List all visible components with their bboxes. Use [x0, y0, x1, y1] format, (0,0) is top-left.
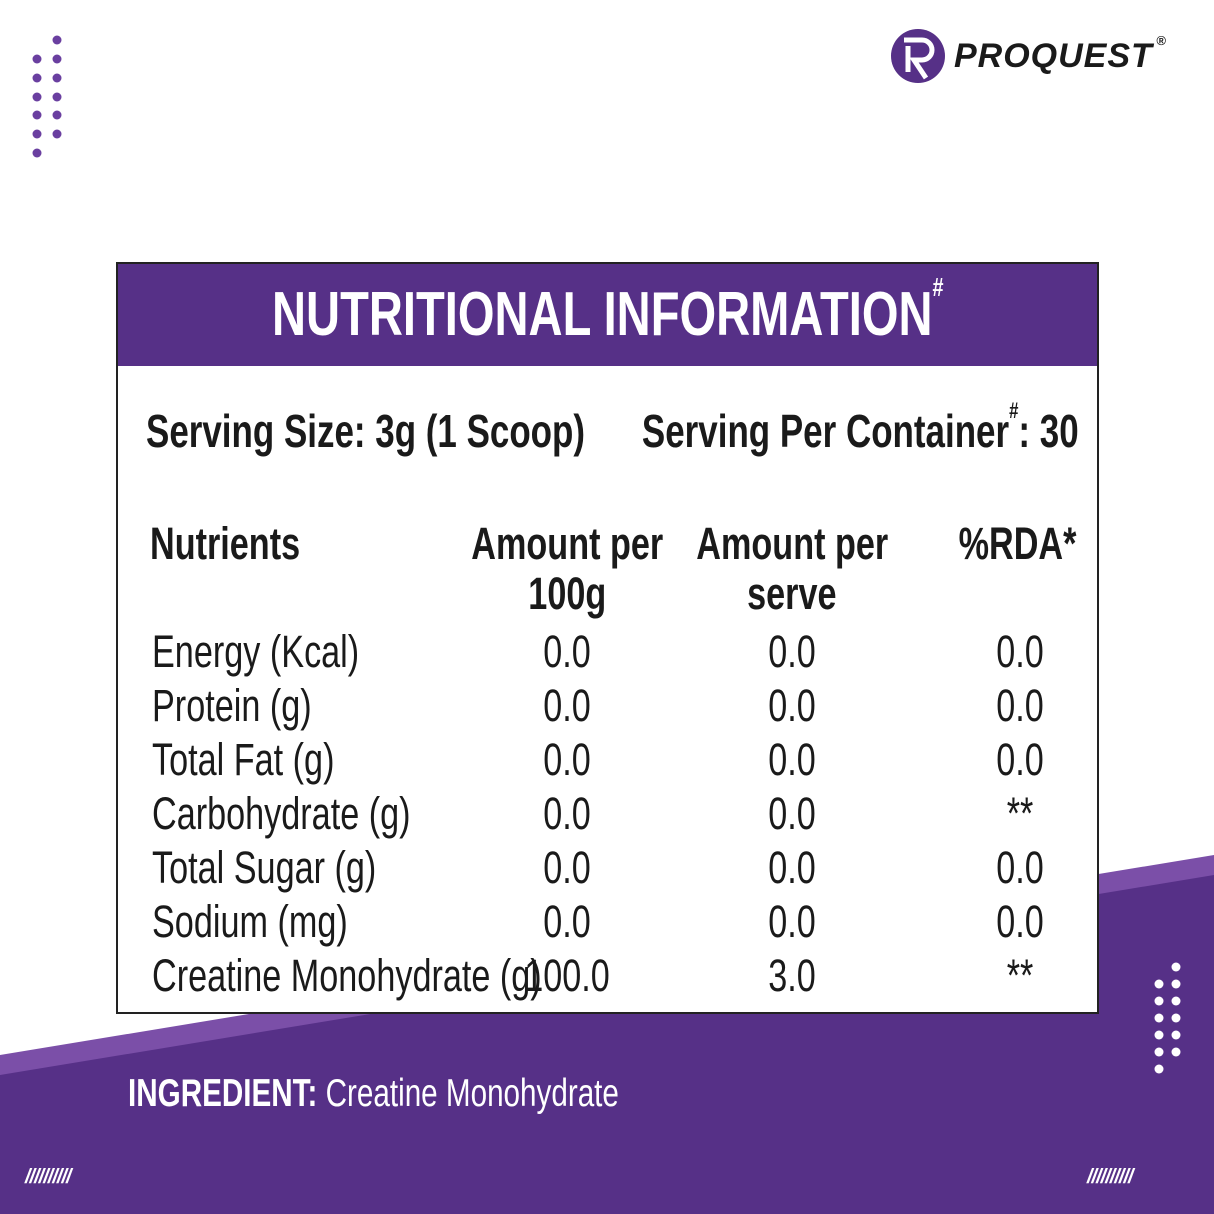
ingredient-line: INGREDIENT: Creatine Monohydrate [128, 1072, 619, 1115]
serving-size: Serving Size: 3g (1 Scoop) [146, 405, 586, 457]
nutrient-name: Carbohydrate (g) [152, 788, 411, 839]
slash-decoration-right: ////////// [1087, 1166, 1134, 1188]
amount-per-100g: 0.0 [543, 896, 591, 947]
logo-icon [891, 29, 945, 83]
amount-per-serve: 0.0 [768, 788, 816, 839]
amount-per-serve: 0.0 [768, 626, 816, 677]
amount-per-serve: 3.0 [768, 950, 816, 1001]
rda-value: 0.0 [996, 680, 1044, 731]
nutrient-row: Total Sugar (g) 0.0 0.0 0.0 [118, 842, 1097, 896]
amount-per-serve: 0.0 [768, 734, 816, 785]
amount-per-100g: 0.0 [543, 734, 591, 785]
nutrient-row: Creatine Monohydrate (g) 100.0 3.0 ** [118, 950, 1097, 1004]
rda-value: 0.0 [996, 626, 1044, 677]
amount-per-serve: 0.0 [768, 896, 816, 947]
amount-per-100g: 0.0 [543, 626, 591, 677]
nutrient-row: Carbohydrate (g) 0.0 0.0 ** [118, 788, 1097, 842]
dot-pattern-top-left [32, 35, 62, 158]
serving-per-container: Serving Per Container#: 30 [642, 398, 1079, 457]
rda-value: ** [1006, 788, 1034, 839]
nutrient-row: Total Fat (g) 0.0 0.0 0.0 [118, 734, 1097, 788]
panel-header: NUTRITIONAL INFORMATION# [118, 264, 1097, 366]
amount-per-serve: 0.0 [768, 842, 816, 893]
rda-value: 0.0 [996, 734, 1044, 785]
nutrient-row: Sodium (mg) 0.0 0.0 0.0 [118, 896, 1097, 950]
amount-per-100g: 100.0 [524, 950, 610, 1001]
nutrient-row: Protein (g) 0.0 0.0 0.0 [118, 680, 1097, 734]
nutrition-panel: NUTRITIONAL INFORMATION# Serving Size: 3… [116, 262, 1099, 1014]
amount-per-100g: 0.0 [543, 788, 591, 839]
header-nutrients: Nutrients [150, 518, 301, 569]
amount-per-100g: 0.0 [543, 842, 591, 893]
nutrient-name: Protein (g) [152, 680, 312, 731]
slash-decoration-left: ////////// [25, 1166, 72, 1188]
nutrient-name: Total Fat (g) [152, 734, 335, 785]
nutrient-name: Sodium (mg) [152, 896, 348, 947]
brand-name: PROQUEST ® [954, 32, 1167, 75]
nutrient-name: Total Sugar (g) [152, 842, 377, 893]
amount-per-100g: 0.0 [543, 680, 591, 731]
header-amount-per-serve: Amount per serve [696, 518, 888, 619]
rda-value: 0.0 [996, 896, 1044, 947]
panel-title: NUTRITIONAL INFORMATION# [271, 272, 944, 349]
rda-value: ** [1006, 950, 1034, 1001]
nutrient-name: Creatine Monohydrate (g) [152, 950, 542, 1001]
header-amount-per-100g: Amount per 100g [471, 518, 663, 619]
rda-value: 0.0 [996, 842, 1044, 893]
header-rda: %RDA* [959, 518, 1077, 569]
brand-logo: PROQUEST ® [890, 28, 1167, 84]
dot-pattern-bottom-right [1154, 962, 1181, 1074]
nutrient-row: Energy (Kcal) 0.0 0.0 0.0 [118, 626, 1097, 680]
nutrient-name: Energy (Kcal) [152, 626, 360, 677]
amount-per-serve: 0.0 [768, 680, 816, 731]
